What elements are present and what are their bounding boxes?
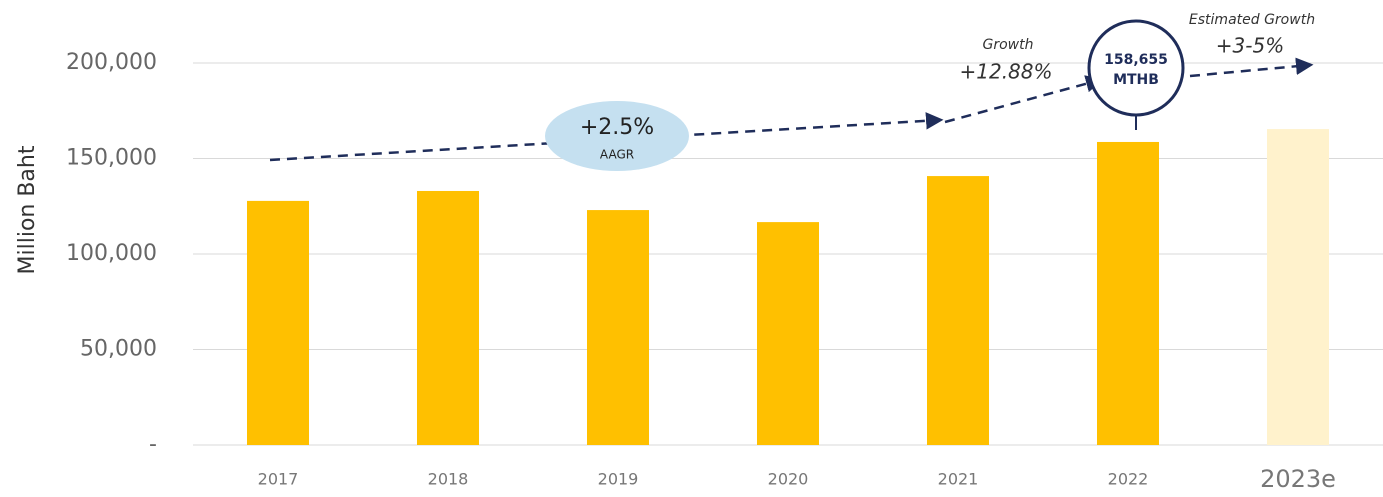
bar [587,210,649,445]
y-tick-label: - [149,432,157,457]
trend-arrow [269,112,944,162]
annotation: MTHB [1113,72,1159,88]
x-tick-label: 2021 [938,470,979,489]
annotation: 158,655 [1104,52,1168,68]
x-tick-label: 2022 [1108,470,1149,489]
y-tick-label: 150,000 [66,146,157,171]
callout-circle [1087,19,1185,117]
annotation: AAGR [600,148,634,162]
bar [417,190,479,445]
x-tick-label: 2019 [598,470,639,489]
bar [1097,141,1159,446]
trend-arrow [944,75,1104,124]
annotation: +3-5% [1216,34,1284,58]
y-axis-label: Million Baht [15,145,40,274]
trend-arrow [1189,57,1314,78]
bar [1267,129,1329,445]
bars [247,129,1329,446]
bar [927,176,989,445]
bar [757,222,819,445]
x-tick-label: 2020 [768,470,809,489]
annotation: +2.5% [580,115,654,140]
x-tick-label: 2023e [1260,465,1336,493]
annotation: Estimated Growth [1189,12,1315,28]
annotation: +12.88% [959,60,1052,84]
x-tick-label: 2017 [258,470,299,489]
y-tick-label: 100,000 [66,241,157,266]
aagr-bubble [545,101,689,171]
bar [247,200,309,445]
y-tick-label: 200,000 [66,50,157,75]
annotation: Growth [983,37,1034,53]
y-tick-label: 50,000 [80,337,157,362]
x-tick-label: 2018 [428,470,469,489]
